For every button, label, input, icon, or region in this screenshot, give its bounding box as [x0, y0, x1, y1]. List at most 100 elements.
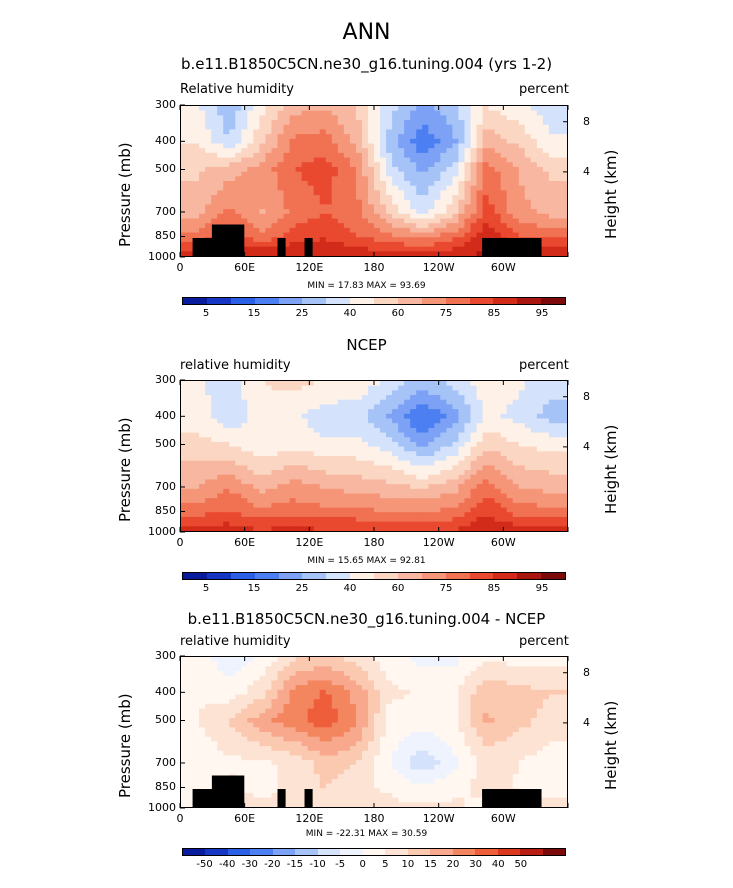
- contour-cell: [199, 516, 206, 523]
- contour-cell: [217, 451, 224, 457]
- contour-cell: [404, 120, 411, 126]
- contour-cell: [458, 488, 466, 495]
- contour-cell: [283, 381, 291, 387]
- contour-cell: [355, 675, 363, 682]
- contour-cell: [253, 209, 261, 215]
- contour-cell: [181, 479, 188, 485]
- contour-cell: [536, 171, 544, 177]
- contour-cell: [361, 152, 369, 159]
- contour-cell: [422, 190, 429, 196]
- contour-cell: [217, 512, 224, 518]
- contour-cell: [524, 115, 532, 121]
- contour-cell: [217, 432, 224, 438]
- contour-cell: [434, 157, 441, 163]
- contour-cell: [313, 465, 321, 471]
- contour-cell: [512, 181, 520, 187]
- contour-cell: [434, 171, 441, 177]
- contour-cell: [536, 385, 544, 391]
- contour-cell: [289, 232, 297, 238]
- contour-cell: [217, 689, 224, 696]
- contour-cell: [554, 502, 562, 509]
- contour-cell: [253, 671, 261, 677]
- contour-cell: [392, 106, 399, 112]
- contour-cell: [524, 474, 532, 481]
- contour-cell: [482, 110, 490, 116]
- contour-cell: [416, 404, 423, 410]
- contour-cell: [229, 675, 236, 682]
- contour-cell: [271, 460, 279, 466]
- contour-cell: [259, 441, 267, 448]
- contour-cell: [367, 502, 375, 509]
- contour-cell: [367, 437, 375, 443]
- contour-cell: [410, 474, 417, 481]
- contour-cell: [548, 115, 556, 121]
- contour-cell: [247, 409, 254, 415]
- contour-cell: [476, 418, 484, 424]
- contour-cell: [404, 251, 411, 256]
- contour-cell: [241, 124, 248, 131]
- contour-cell: [199, 423, 206, 429]
- contour-cell: [265, 237, 273, 243]
- contour-cell: [524, 526, 532, 531]
- contour-cell: [319, 227, 327, 234]
- contour-cell: [331, 218, 339, 224]
- contour-cell: [289, 703, 297, 710]
- colorbar-tick-label: 40: [343, 583, 357, 594]
- contour-cell: [548, 213, 556, 220]
- contour-cell: [560, 427, 567, 434]
- contour-cell: [446, 484, 454, 490]
- contour-cell: [422, 204, 429, 210]
- contour-cell: [235, 675, 242, 682]
- contour-cell: [283, 689, 291, 696]
- contour-cell: [494, 521, 502, 527]
- contour-cell: [464, 507, 472, 513]
- colorbar-swatch: [397, 573, 422, 579]
- contour-cell: [277, 703, 285, 710]
- contour-cell: [187, 204, 194, 210]
- contour-cell: [512, 218, 520, 224]
- contour-cell: [416, 703, 423, 710]
- contour-cell: [518, 143, 526, 149]
- contour-cell: [536, 218, 544, 224]
- contour-cell: [374, 166, 381, 173]
- contour-cell: [464, 470, 472, 476]
- contour-cell: [464, 484, 472, 490]
- contour-cell: [422, 479, 429, 485]
- contour-cell: [422, 209, 429, 215]
- contour-cell: [313, 181, 321, 187]
- contour-cell: [247, 456, 254, 462]
- contour-cell: [253, 110, 261, 116]
- contour-cell: [542, 465, 550, 471]
- contour-cell: [331, 423, 339, 429]
- contour-cell: [530, 661, 538, 667]
- contour-cell: [452, 166, 460, 173]
- contour-cell: [355, 474, 363, 481]
- contour-cell: [500, 115, 508, 121]
- contour-cell: [524, 498, 532, 504]
- contour-cell: [211, 381, 218, 387]
- contour-cell: [518, 493, 526, 499]
- contour-cell: [343, 657, 351, 663]
- contour-cell: [428, 675, 435, 682]
- contour-cell: [548, 689, 556, 696]
- contour-cell: [494, 685, 502, 691]
- contour-cell: [205, 213, 212, 220]
- contour-cell: [452, 456, 460, 462]
- contour-cell: [283, 251, 291, 256]
- contour-cell: [247, 423, 254, 429]
- contour-cell: [265, 129, 273, 135]
- contour-cell: [542, 213, 550, 220]
- contour-cell: [386, 143, 393, 149]
- contour-cell: [434, 409, 441, 415]
- contour-cell: [398, 157, 405, 163]
- contour-cell: [482, 213, 490, 220]
- contour-cell: [470, 409, 478, 415]
- contour-cell: [404, 526, 411, 531]
- contour-cell: [367, 465, 375, 471]
- colorbar-swatch: [469, 573, 494, 579]
- contour-cell: [199, 120, 206, 126]
- contour-cell: [512, 124, 520, 131]
- contour-cell: [524, 423, 532, 429]
- contour-cell: [223, 213, 230, 220]
- contour-cell: [458, 181, 466, 187]
